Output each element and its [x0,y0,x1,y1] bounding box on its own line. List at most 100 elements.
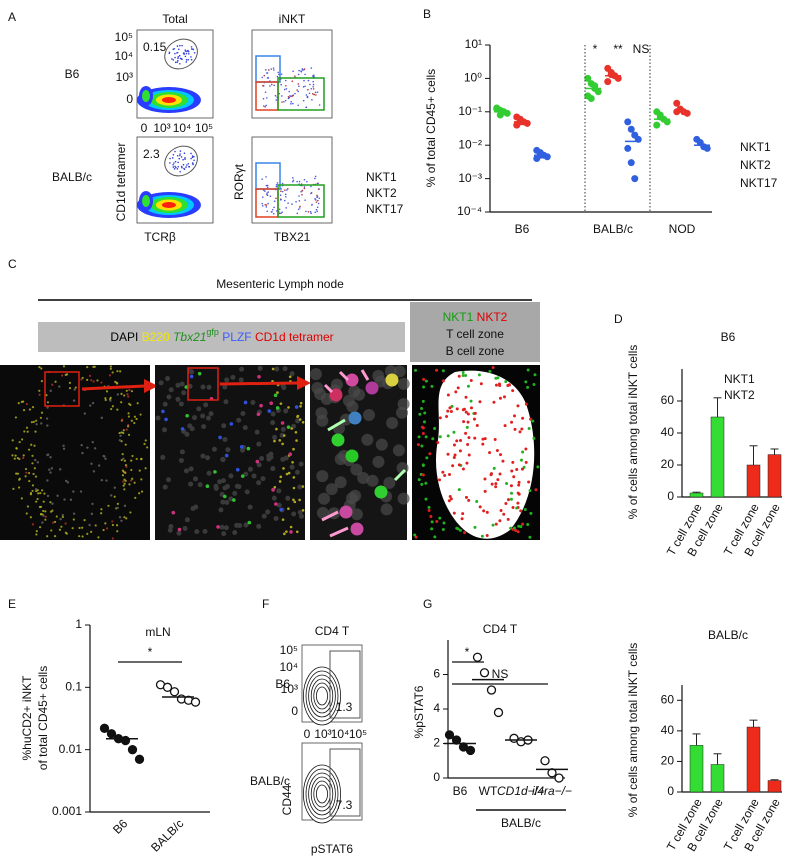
nkt1-cell [441,528,445,532]
tissue-speck [31,489,34,493]
nkt2-cell [506,384,510,388]
nkt1-cell [536,465,540,469]
nucleus [223,399,229,405]
stained-cell [256,412,261,417]
nucleus [251,473,257,479]
y-axis-title: % of total CD45+ cells [424,69,438,187]
event-dot [272,212,275,215]
nucleus [221,423,227,429]
nkt1-cell [427,508,431,512]
y-tick-label: 0.01 [59,742,83,756]
tissue-speck [22,454,25,457]
tissue-speck [301,485,305,488]
tissue-speck [80,378,83,381]
event-dot [311,99,313,101]
event-dot [271,208,274,211]
row-label: B6 [275,677,290,691]
event-dot [301,189,304,192]
nkt1-cell [418,412,422,416]
stained-cell [218,435,222,440]
y-tick-label: 20 [661,754,675,768]
nkt1-cell [523,507,527,511]
event-dot [310,67,313,69]
nkt1-cell [514,529,518,533]
nucleus [222,384,228,390]
nucleus [179,381,185,387]
data-point [472,652,483,662]
event-dot [289,95,291,97]
event-dot [290,101,292,103]
nucleus [72,490,75,493]
event-dot [302,99,305,102]
nucleus [206,384,212,390]
tissue-speck [287,406,290,409]
event-dot [273,206,275,209]
panel-letter: F [262,597,269,611]
tissue-speck [33,444,36,447]
tissue-speck [60,525,63,528]
nucleus [243,471,249,477]
tissue-speck [281,518,285,521]
y-axis-title: CD1d tetramer [114,143,128,222]
y-tick-label: 10³ [281,682,298,696]
nkt2-cell [483,437,487,441]
panel-letter: C [8,257,17,271]
event-dot [266,186,269,189]
event-dot [191,155,194,157]
nkt2-cell [448,495,452,499]
nucleus [175,396,181,402]
data-point [631,175,639,183]
nkt1-cell [526,522,530,526]
gate [329,748,361,817]
nkt2-cell [438,478,442,482]
tissue-speck [124,471,127,474]
nucleus [270,420,276,426]
event-dot [265,104,267,107]
nkt2-cell [446,434,450,438]
nkt1-cell [420,482,424,486]
event-dot [298,180,301,183]
stained-cell [286,425,291,429]
nkt2-cell [504,380,508,384]
event-dot [192,163,194,166]
nkt2-cell [452,443,456,447]
tissue-speck [39,416,42,419]
tissue-speck [278,439,282,442]
nucleus [208,411,214,417]
nkt2-cell [494,376,498,380]
nucleus [200,384,206,390]
y-tick-label: 10¹ [465,37,482,51]
data-point [190,697,201,707]
tissue-speck [90,530,93,533]
event-dot [190,46,193,48]
tissue-speck [119,370,122,373]
green-arrow [327,418,346,432]
data-point [162,682,173,692]
zoom-box [44,371,80,407]
nucleus [90,512,94,516]
nkt1-cell [430,520,434,524]
event-dot [262,97,265,100]
event-dot [315,201,318,203]
nkt2-cell [510,420,514,424]
zone-key-cells: NKT1 NKT2 [443,310,508,324]
tissue-speck [29,516,32,519]
nkt2-cell [517,483,521,487]
tissue-speck [30,421,33,424]
nkt2-cell [485,510,489,514]
contour [315,784,328,804]
nkt2-cell [466,443,470,447]
nkt2-cell [456,386,460,390]
stain-name: Tbx21 [173,330,206,344]
stained-cell [329,388,343,402]
nkt1-cell [416,443,420,447]
tissue-speck [292,498,295,502]
nkt1-cell [421,399,425,403]
data-point [106,729,117,739]
nucleus [91,440,95,444]
tissue-speck [128,483,131,486]
event-dot [292,179,295,182]
nucleus [51,502,54,505]
nucleus [375,438,388,451]
tissue-speck [111,405,114,408]
